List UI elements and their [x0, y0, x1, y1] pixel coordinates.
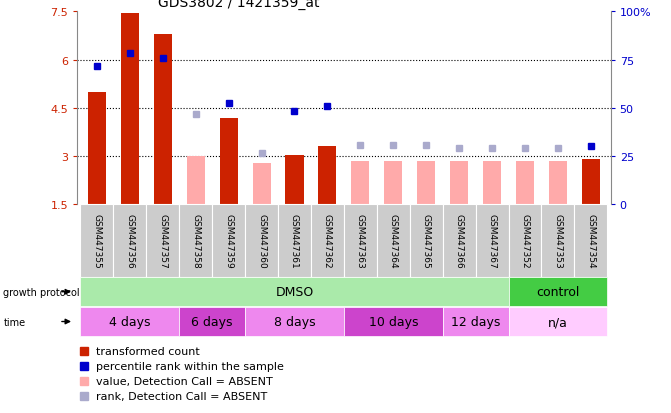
Text: GSM447363: GSM447363 [356, 214, 365, 268]
Bar [88, 93, 106, 205]
Bar [443, 307, 509, 336]
Bar [516, 161, 534, 205]
Text: growth protocol: growth protocol [3, 287, 80, 297]
Text: GSM447353: GSM447353 [554, 214, 562, 268]
Bar [344, 205, 377, 277]
Text: 8 days: 8 days [274, 315, 315, 328]
Text: transformed count: transformed count [96, 347, 199, 356]
Bar [121, 14, 139, 205]
Text: percentile rank within the sample: percentile rank within the sample [96, 361, 284, 371]
Bar [311, 205, 344, 277]
Bar [476, 205, 509, 277]
Text: GSM447358: GSM447358 [191, 214, 200, 268]
Text: DMSO: DMSO [275, 285, 313, 299]
Bar [146, 205, 179, 277]
Bar [245, 205, 278, 277]
Text: GSM447359: GSM447359 [224, 214, 233, 268]
Bar [377, 205, 410, 277]
Text: time: time [3, 317, 25, 327]
Bar [187, 157, 205, 205]
Text: GSM447367: GSM447367 [488, 214, 497, 268]
Text: control: control [536, 285, 580, 299]
Bar [384, 161, 403, 205]
Text: 6 days: 6 days [191, 315, 233, 328]
Bar [549, 161, 567, 205]
Text: 12 days: 12 days [451, 315, 501, 328]
Text: GSM447361: GSM447361 [290, 214, 299, 268]
Bar [154, 35, 172, 205]
Bar [278, 205, 311, 277]
Bar [352, 161, 370, 205]
Bar [483, 161, 501, 205]
Bar [582, 160, 600, 205]
Text: GDS3802 / 1421359_at: GDS3802 / 1421359_at [158, 0, 319, 10]
Bar [179, 307, 245, 336]
Text: n/a: n/a [548, 315, 568, 328]
Text: GSM447357: GSM447357 [158, 214, 167, 268]
Bar [219, 118, 238, 205]
Bar [410, 205, 443, 277]
Bar [245, 307, 344, 336]
Bar [417, 161, 435, 205]
Text: GSM447354: GSM447354 [586, 214, 595, 268]
Text: GSM447364: GSM447364 [389, 214, 398, 268]
Bar [509, 307, 607, 336]
Bar [212, 205, 245, 277]
Bar [252, 163, 270, 205]
Text: 4 days: 4 days [109, 315, 150, 328]
Text: GSM447360: GSM447360 [257, 214, 266, 268]
Bar [285, 155, 303, 205]
Bar [179, 205, 212, 277]
Bar [450, 161, 468, 205]
Text: GSM447356: GSM447356 [125, 214, 134, 268]
Bar [81, 278, 509, 306]
Text: GSM447355: GSM447355 [93, 214, 101, 268]
Text: GSM447362: GSM447362 [323, 214, 332, 268]
Bar [443, 205, 476, 277]
Text: value, Detection Call = ABSENT: value, Detection Call = ABSENT [96, 376, 272, 386]
Bar [344, 307, 443, 336]
Text: rank, Detection Call = ABSENT: rank, Detection Call = ABSENT [96, 391, 267, 401]
Bar [318, 147, 336, 205]
Text: 10 days: 10 days [368, 315, 418, 328]
Bar [509, 205, 541, 277]
Text: GSM447366: GSM447366 [455, 214, 464, 268]
Text: GSM447365: GSM447365 [421, 214, 431, 268]
Bar [81, 205, 113, 277]
Text: GSM447352: GSM447352 [521, 214, 529, 268]
Bar [113, 205, 146, 277]
Bar [574, 205, 607, 277]
Bar [81, 307, 179, 336]
Bar [509, 278, 607, 306]
Bar [541, 205, 574, 277]
